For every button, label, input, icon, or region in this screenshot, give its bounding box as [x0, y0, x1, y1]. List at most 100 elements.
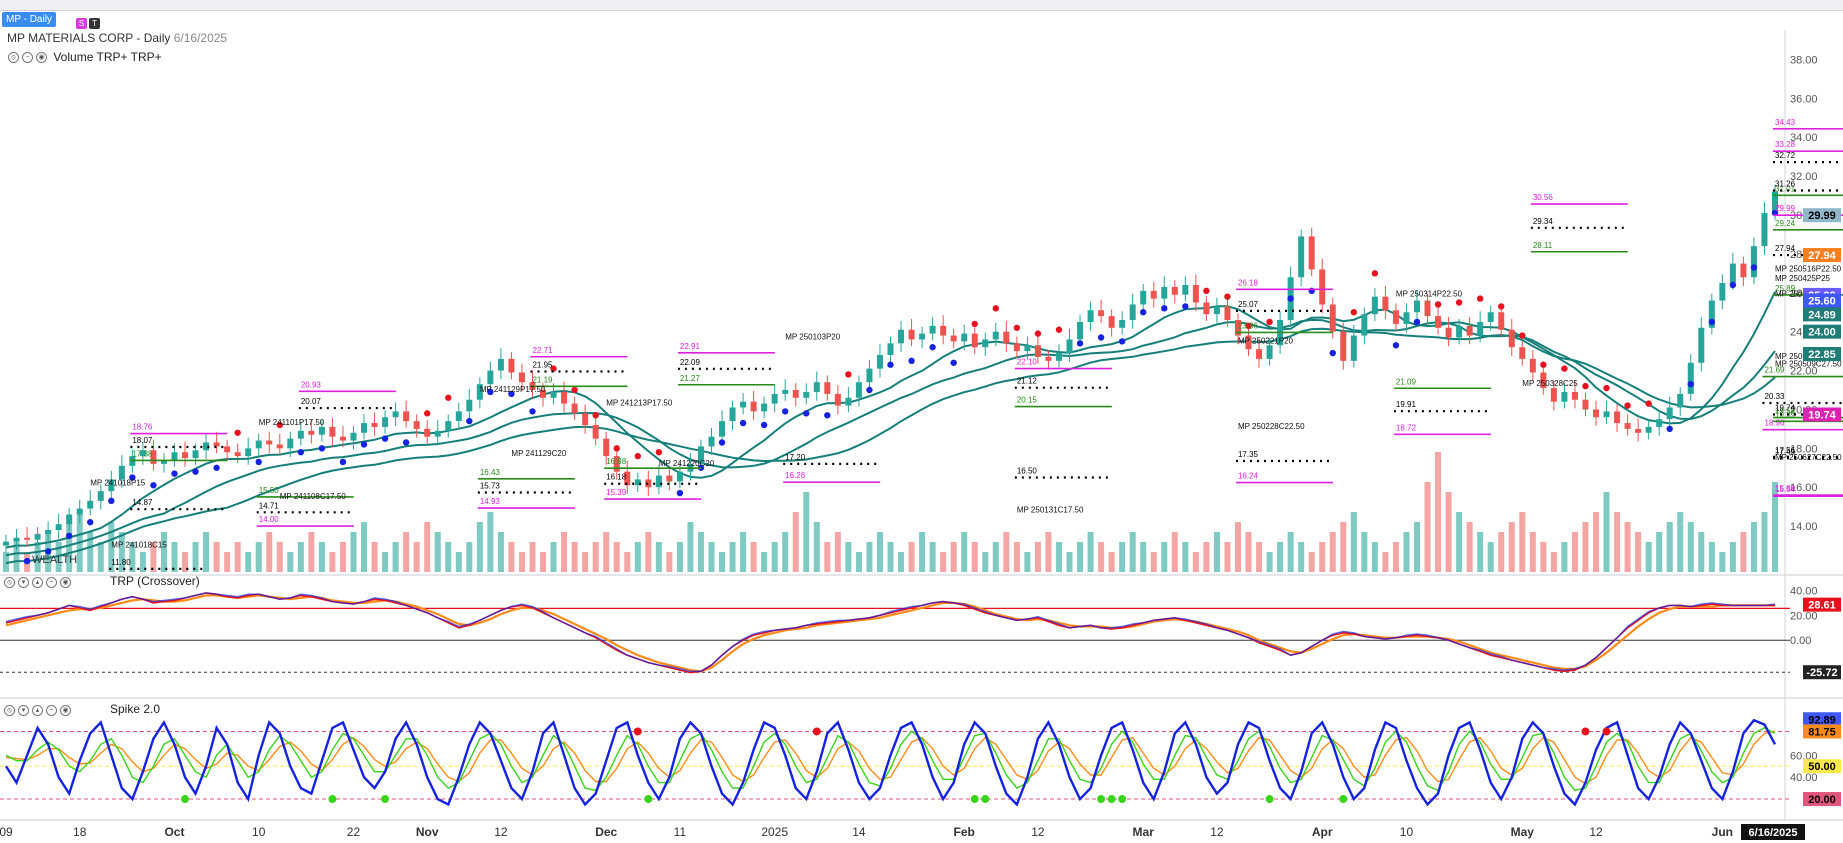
- volume-bar: [571, 542, 578, 572]
- spike-axis-tick: 40.00: [1790, 772, 1818, 784]
- volume-bar: [139, 552, 146, 572]
- volume-bar: [1413, 522, 1420, 572]
- candle-body: [445, 421, 452, 431]
- eye-icon[interactable]: ◉: [60, 577, 71, 589]
- x-axis-tick: Nov: [416, 825, 439, 839]
- trp-bear-dot: [634, 452, 641, 460]
- trp-bear-dot: [423, 410, 431, 417]
- minimize-icon[interactable]: −: [46, 577, 57, 589]
- trp-bull-dot: [887, 361, 894, 368]
- minimize-icon[interactable]: −: [22, 52, 33, 64]
- candle-body: [750, 401, 757, 412]
- trp-bull-dot: [824, 412, 831, 419]
- candle-body: [824, 382, 831, 394]
- candle-body: [1108, 316, 1115, 328]
- candle-body: [160, 460, 167, 464]
- candle-body: [1424, 300, 1431, 317]
- candle-body: [603, 438, 610, 457]
- trp-bull-dot: [739, 419, 747, 427]
- volume-bar: [160, 532, 167, 572]
- trp-bear-dot: [1034, 330, 1042, 337]
- candle-body: [1498, 312, 1505, 330]
- trp-bear-dot: [1603, 384, 1610, 392]
- level-label: 21.09: [1396, 377, 1417, 386]
- badge-t[interactable]: T: [89, 18, 100, 29]
- x-axis-tick: 12: [1589, 825, 1603, 839]
- volume-bar: [97, 542, 104, 572]
- up-icon[interactable]: ▴: [32, 577, 43, 589]
- candle-body: [1750, 246, 1757, 278]
- trp-bull-dot: [23, 557, 31, 565]
- down-icon[interactable]: ▾: [18, 577, 29, 589]
- candle-body: [1540, 372, 1547, 389]
- trp-bull-dot: [803, 410, 810, 417]
- current-date-badge: [1741, 824, 1805, 840]
- trp-bull-dot: [676, 489, 684, 497]
- badge-s[interactable]: S: [76, 18, 87, 29]
- spike-d-line: [5, 730, 1776, 785]
- candle-body: [729, 407, 736, 422]
- volume-bar: [1698, 532, 1705, 572]
- volume-bar: [697, 532, 704, 572]
- volume-bar: [118, 532, 125, 572]
- trp-bull-dot: [1666, 425, 1673, 433]
- trp-signal-line: [5, 592, 1776, 672]
- candle-body: [203, 442, 210, 451]
- level-label: 29.34: [1533, 217, 1554, 226]
- up-icon[interactable]: ▴: [32, 705, 43, 717]
- candle-body: [234, 452, 241, 457]
- trp-bear-dot: [1266, 318, 1273, 326]
- volume-bar: [1550, 552, 1557, 572]
- level-label: 19.58: [1775, 407, 1796, 416]
- trp-bull-dot: [1687, 380, 1694, 388]
- trp-bull-dot: [466, 417, 473, 425]
- trp-bull-dot: [1329, 349, 1336, 357]
- volume-bar: [813, 522, 820, 572]
- volume-bar: [1592, 512, 1599, 572]
- trp-bear-dot: [1245, 322, 1252, 330]
- level-label: 20.93: [301, 380, 322, 389]
- level-label: 14.71: [259, 501, 280, 510]
- volume-bar: [540, 552, 547, 572]
- hide-icon[interactable]: ⦸: [4, 577, 15, 589]
- volume-bar: [971, 542, 978, 572]
- volume-bar: [655, 542, 662, 572]
- option-annotation: MP 250627C22.50: [1775, 453, 1842, 462]
- hide-icon[interactable]: ⦸: [8, 52, 19, 64]
- level-label: 32.72: [1775, 151, 1796, 160]
- chart-tab[interactable]: MP - Daily: [2, 12, 56, 27]
- volume-bar: [1182, 542, 1189, 572]
- eye-icon[interactable]: ◉: [60, 705, 71, 717]
- candle-body: [1403, 312, 1410, 324]
- candle-body: [392, 411, 399, 418]
- trp-bull-dot: [297, 449, 305, 456]
- hide-icon[interactable]: ⦸: [4, 705, 15, 717]
- x-axis-tick: Mar: [1133, 825, 1155, 839]
- candle-body: [1087, 310, 1094, 322]
- option-annotation: MP 250509C27.50: [1775, 360, 1842, 369]
- volume-bar: [371, 542, 378, 572]
- candle-body: [887, 343, 894, 355]
- x-axis-tick: 2025: [761, 825, 788, 839]
- volume-bar: [203, 532, 210, 572]
- level-label: 27.94: [1775, 244, 1796, 253]
- volume-bar: [1656, 532, 1663, 572]
- trp-bull-dot: [718, 439, 726, 446]
- wealth-label: WEALTH: [32, 554, 78, 566]
- volume-bar: [1308, 552, 1315, 572]
- level-label: 16.24: [1238, 472, 1259, 481]
- volume-bar: [1329, 532, 1336, 572]
- candle-body: [108, 479, 115, 492]
- down-icon[interactable]: ▾: [18, 705, 29, 717]
- minimize-icon[interactable]: −: [46, 705, 57, 717]
- volume-bar: [582, 552, 589, 572]
- candle-body: [1319, 269, 1326, 305]
- eye-icon[interactable]: ◉: [36, 52, 47, 64]
- candle-body: [1066, 339, 1073, 354]
- price-axis-tick: 38.00: [1790, 54, 1818, 66]
- candle-body: [771, 393, 778, 404]
- trp-bear-dot: [1203, 287, 1210, 295]
- trp-bull-dot: [487, 388, 494, 396]
- volume-bar: [1508, 522, 1515, 572]
